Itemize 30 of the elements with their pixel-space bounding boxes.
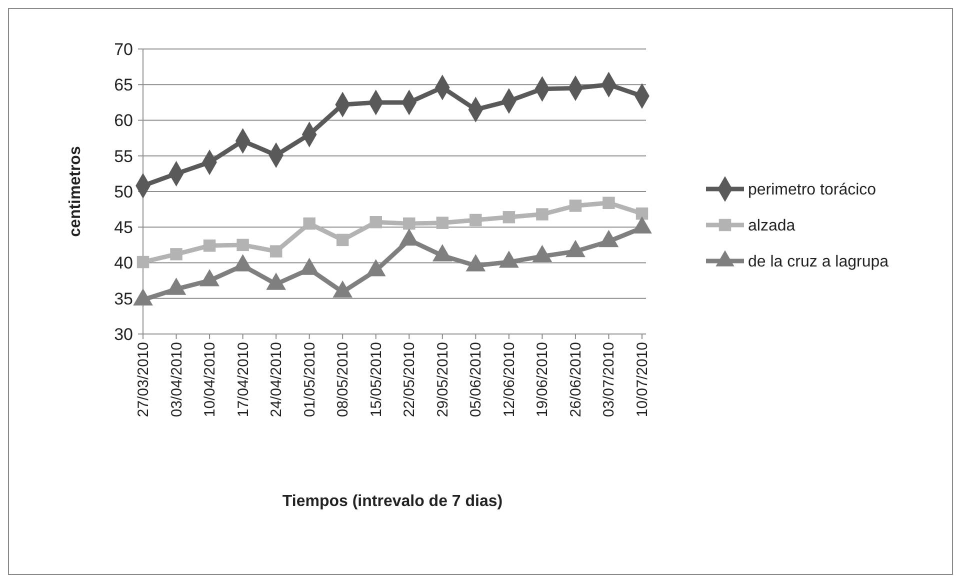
x-tick-label: 01/05/2010 (301, 342, 318, 418)
x-tick-label: 05/06/2010 (468, 342, 485, 418)
x-tick-label: 17/04/2010 (234, 342, 252, 418)
x-tick-label: 24/04/2010 (268, 342, 286, 418)
y-tick-label: 30 (114, 324, 133, 344)
y-tick-label: 65 (114, 76, 133, 95)
y-axis-title: centimetros (67, 146, 84, 237)
x-tick-label: 19/06/2010 (534, 342, 552, 418)
legend-label: de la cruz a lagrupa (748, 254, 889, 271)
x-tick-label: 27/03/2010 (135, 342, 152, 418)
x-tick-label: 26/06/2010 (567, 342, 584, 418)
y-tick-label: 45 (114, 218, 133, 238)
x-tick-label: 08/05/2010 (334, 342, 352, 418)
x-tick-label: 15/05/2010 (368, 342, 385, 418)
y-tick-label: 60 (114, 111, 133, 130)
legend-label: perimetro torácico (748, 182, 876, 199)
x-tick-label: 12/06/2010 (500, 342, 518, 418)
y-tick-label: 70 (114, 40, 133, 59)
x-tick-label: 10/04/2010 (202, 342, 219, 418)
x-tick-label: 03/04/2010 (168, 342, 186, 418)
x-tick-label: 22/05/2010 (401, 342, 418, 418)
y-tick-label: 55 (114, 146, 133, 166)
x-tick-label: 10/07/2010 (634, 342, 651, 418)
x-tick-label: 03/07/2010 (600, 342, 618, 418)
y-tick-label: 35 (114, 289, 133, 308)
legend-label: alzada (748, 218, 796, 235)
x-tick-label: 29/05/2010 (434, 342, 452, 418)
y-tick-label: 40 (114, 254, 133, 273)
y-tick-label: 50 (114, 182, 133, 202)
x-axis-title: Tiempos (intrevalo de 7 dias) (282, 493, 503, 510)
